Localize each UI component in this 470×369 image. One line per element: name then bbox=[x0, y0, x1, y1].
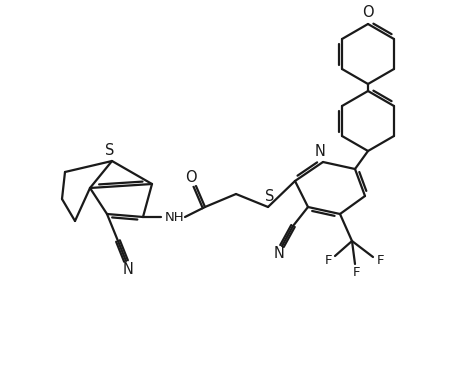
Text: N: N bbox=[274, 246, 284, 262]
Text: F: F bbox=[324, 255, 332, 268]
Text: O: O bbox=[185, 169, 197, 184]
Text: F: F bbox=[377, 254, 385, 266]
Text: O: O bbox=[362, 4, 374, 20]
Text: S: S bbox=[105, 142, 115, 158]
Text: NH: NH bbox=[165, 210, 185, 224]
Text: S: S bbox=[265, 189, 274, 203]
Text: N: N bbox=[314, 144, 325, 159]
Text: F: F bbox=[352, 266, 360, 279]
Text: N: N bbox=[123, 262, 133, 276]
